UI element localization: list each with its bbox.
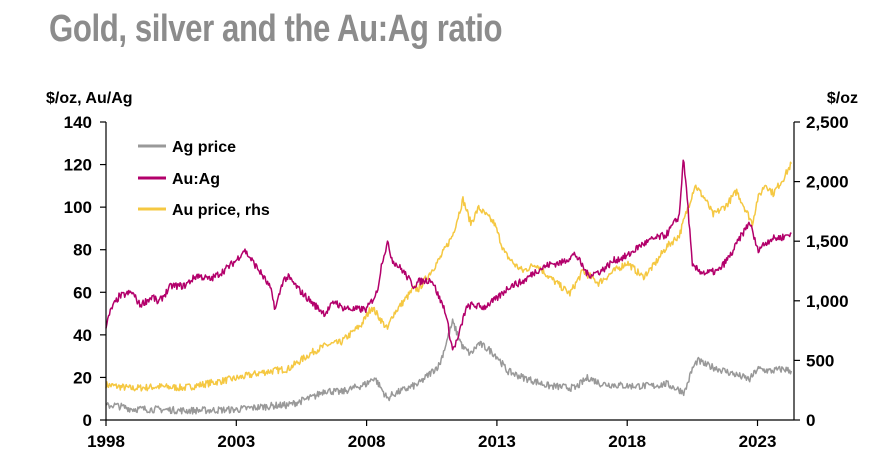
right-axis-tick-label: 1,500 bbox=[806, 232, 849, 251]
left-axis-tick-label: 60 bbox=[73, 283, 92, 302]
x-axis-tick-label: 2018 bbox=[608, 432, 646, 451]
left-axis-tick-label: 0 bbox=[83, 411, 92, 430]
series-layer bbox=[105, 159, 793, 415]
series-au-ag-ratio bbox=[105, 159, 792, 351]
right-axis-tick-label: 0 bbox=[806, 411, 815, 430]
left-axis-tick-label: 140 bbox=[64, 113, 92, 132]
left-axis-title: $/oz, Au/Ag bbox=[46, 90, 133, 107]
left-axis-tick-label: 20 bbox=[73, 368, 92, 387]
right-axis-tick-label: 2,000 bbox=[806, 173, 849, 192]
left-axis-tick-label: 100 bbox=[64, 198, 92, 217]
left-axis-tick-label: 80 bbox=[73, 241, 92, 260]
left-axis-tick-label: 40 bbox=[73, 326, 92, 345]
right-axis-tick-label: 500 bbox=[806, 351, 834, 370]
x-axis-tick-label: 2003 bbox=[217, 432, 255, 451]
legend-label-au: Au price, rhs bbox=[172, 202, 270, 219]
chart-title: Gold, silver and the Au:Ag ratio bbox=[49, 8, 503, 50]
right-axis-tick-label: 1,000 bbox=[806, 292, 849, 311]
right-axis-title: $/oz bbox=[827, 90, 858, 107]
series-au-price bbox=[105, 161, 793, 392]
legend: Ag price Au:Ag Au price, rhs bbox=[138, 139, 270, 219]
legend-label-ratio: Au:Ag bbox=[172, 171, 220, 188]
x-axis-tick-label: 2013 bbox=[478, 432, 516, 451]
x-axis-tick-label: 1998 bbox=[87, 432, 125, 451]
right-axis-tick-label: 2,500 bbox=[806, 113, 849, 132]
axes-layer: 0 20 40 60 80 100 120 140 0 500 1,000 1,500 2,000 2,5… bbox=[64, 113, 849, 451]
left-axis-tick-label: 120 bbox=[64, 156, 92, 175]
legend-label-ag: Ag price bbox=[172, 139, 236, 156]
x-axis-tick-label: 2008 bbox=[348, 432, 386, 451]
x-axis-tick-label: 2023 bbox=[739, 432, 777, 451]
